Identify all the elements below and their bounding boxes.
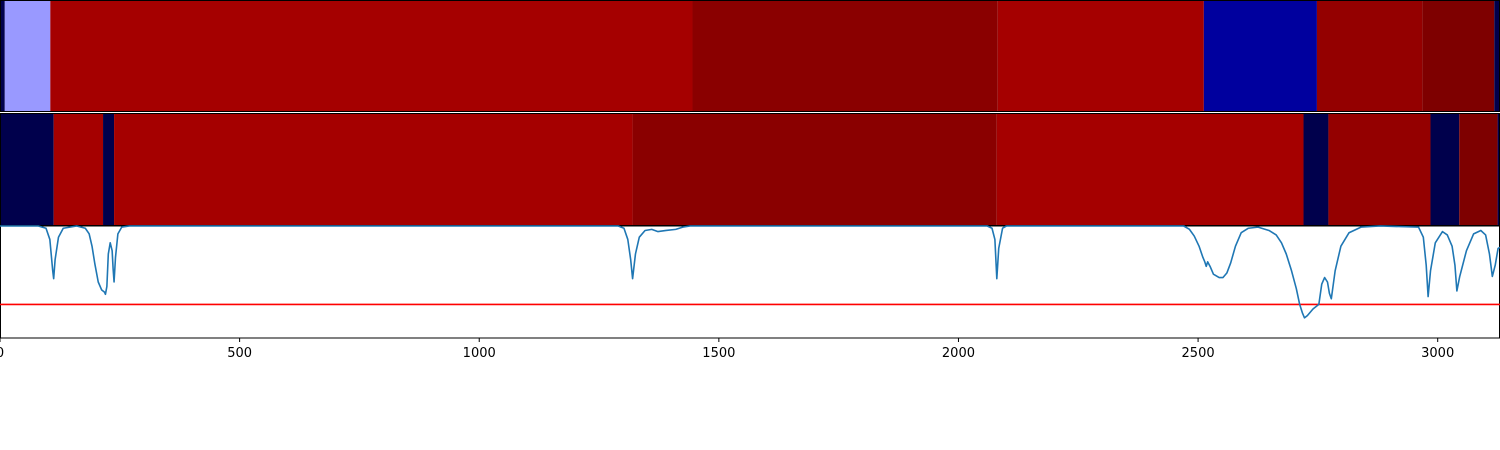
top-band-segment	[0, 0, 5, 112]
signal-panel	[0, 225, 1500, 339]
x-axis: 0 500 1000 1500 2000 2500 3000	[0, 338, 1454, 361]
middle-band-segment	[1328, 113, 1431, 226]
top-band-segment	[50, 0, 693, 112]
middle-band-segment	[1430, 113, 1460, 226]
top-band-segment	[997, 0, 1204, 112]
middle-band-segment	[103, 113, 115, 226]
top-band-segment	[4, 0, 51, 112]
middle-band-segment	[996, 113, 1304, 226]
top-band-segment	[1203, 0, 1317, 112]
middle-band-segment	[1459, 113, 1498, 226]
middle-band-segment	[1303, 113, 1329, 226]
x-tick-label: 1500	[702, 346, 735, 361]
x-tick-label: 2000	[942, 346, 975, 361]
middle-band-segment	[53, 113, 104, 226]
signal-panel-frame	[0, 225, 1500, 339]
x-tick-label: 2500	[1182, 346, 1215, 361]
heatmap-band-top	[0, 0, 1500, 112]
middle-band-segment	[1497, 113, 1500, 226]
signal-series-line	[0, 225, 1500, 319]
top-band-segment	[692, 0, 998, 112]
top-band-segment	[1316, 0, 1423, 112]
top-band-segment	[1422, 0, 1495, 112]
middle-band-segment	[632, 113, 997, 226]
x-tick-label: 500	[227, 346, 252, 361]
heatmap-band-middle	[0, 113, 1500, 226]
middle-band-segment	[114, 113, 633, 226]
middle-band-segment	[0, 113, 54, 226]
top-band-segment	[1494, 0, 1500, 112]
x-tick-label: 3000	[1421, 346, 1454, 361]
x-tick-label: 1000	[463, 346, 496, 361]
x-tick-label: 0	[0, 346, 4, 361]
